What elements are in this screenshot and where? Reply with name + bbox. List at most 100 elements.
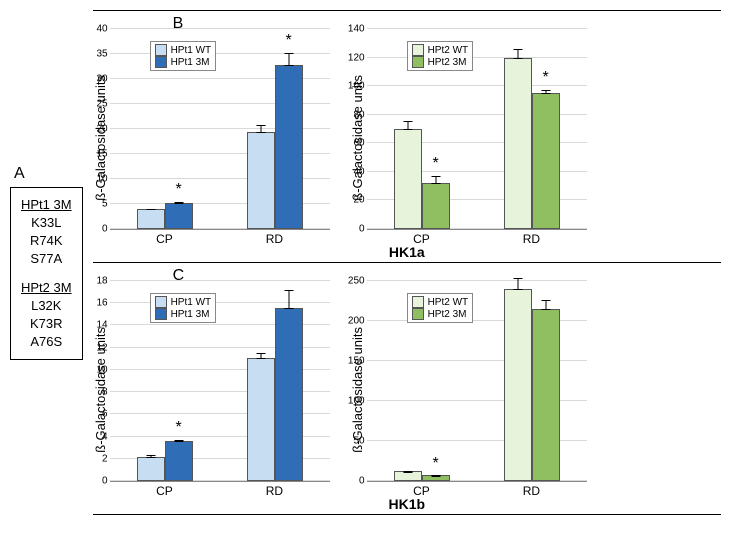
bar-group: * (394, 129, 450, 229)
y-tick: 6 (86, 409, 108, 420)
error-bar (407, 472, 408, 473)
chart-C_right: ß-Galactosidase units050100150200250*HPt… (350, 281, 587, 498)
y-tick: 10 (86, 174, 108, 185)
legend-label: HPt2 3M (428, 57, 467, 68)
error-bar (178, 202, 179, 204)
significance-star: * (432, 156, 438, 172)
mut-l32k: L32K (21, 297, 72, 315)
y-tick: 50 (343, 436, 365, 447)
legend-label: HPt1 3M (171, 309, 210, 320)
bar-group: * (247, 65, 303, 229)
bar (394, 471, 422, 481)
legend-label: HPt1 WT (171, 45, 212, 56)
y-tick: 200 (343, 316, 365, 327)
error-bar (150, 455, 151, 457)
panel-a-box: HPt1 3M K33L R74K S77A HPt2 3M L32K K73R… (10, 187, 83, 361)
panel-b: B ß-Galactosidase units0510152025303540*… (93, 10, 721, 263)
error-bar (517, 49, 518, 59)
y-tick: 18 (86, 276, 108, 287)
significance-star: * (285, 33, 291, 49)
hk1a-label: HK1a (93, 244, 721, 260)
y-tick: 100 (343, 396, 365, 407)
x-tick: CP (156, 484, 173, 498)
legend-swatch (155, 56, 167, 68)
mut-k33l: K33L (21, 214, 72, 232)
error-bar (407, 121, 408, 130)
bar: * (422, 183, 450, 229)
error-bar (178, 440, 179, 442)
chart-B_left: ß-Galactosidase units0510152025303540**H… (93, 29, 330, 246)
hpt1-3m-title: HPt1 3M (21, 196, 72, 214)
mut-s77a: S77A (21, 250, 72, 268)
legend-label: HPt2 WT (428, 45, 469, 56)
x-tick: RD (523, 484, 540, 498)
mut-a76s: A76S (21, 333, 72, 351)
y-tick: 14 (86, 320, 108, 331)
error-bar (150, 209, 151, 211)
significance-star: * (432, 456, 438, 472)
hk1b-label: HK1b (93, 496, 721, 512)
y-tick: 40 (86, 24, 108, 35)
legend: HPt2 WTHPt2 3M (407, 293, 474, 323)
error-bar (260, 353, 261, 359)
y-tick: 150 (343, 356, 365, 367)
chart-C_left: ß-Galactosidase units024681012141618*HPt… (93, 281, 330, 498)
bar-group (247, 308, 303, 481)
x-tick: CP (156, 232, 173, 246)
y-tick: 80 (343, 109, 365, 120)
bar: * (422, 475, 450, 481)
error-bar (288, 290, 289, 309)
bar (275, 308, 303, 481)
bar (504, 58, 532, 229)
x-tick: CP (413, 232, 430, 246)
error-bar (288, 53, 289, 66)
y-tick: 5 (86, 199, 108, 210)
panel-a-label: A (14, 165, 83, 183)
y-axis-label: ß-Galactosidase units (350, 327, 365, 453)
bar (532, 309, 560, 481)
error-bar (435, 176, 436, 185)
legend-item: HPt1 3M (155, 308, 212, 320)
x-tick: CP (413, 484, 430, 498)
y-tick: 35 (86, 49, 108, 60)
y-tick: 12 (86, 342, 108, 353)
y-tick: 0 (86, 476, 108, 487)
legend-item: HPt2 3M (412, 308, 469, 320)
bar-group: * (394, 471, 450, 481)
legend: HPt2 WTHPt2 3M (407, 41, 474, 71)
y-tick: 15 (86, 149, 108, 160)
bar-group: * (504, 58, 560, 229)
mut-r74k: R74K (21, 232, 72, 250)
y-tick: 0 (86, 224, 108, 235)
bar: * (165, 203, 193, 230)
legend-swatch (412, 44, 424, 56)
bar (247, 358, 275, 481)
legend-swatch (412, 56, 424, 68)
y-tick: 25 (86, 99, 108, 110)
y-tick: 250 (343, 276, 365, 287)
significance-star: * (175, 182, 181, 198)
y-tick: 140 (343, 24, 365, 35)
bar (394, 129, 422, 229)
legend-swatch (155, 44, 167, 56)
bar (504, 289, 532, 481)
x-tick: RD (523, 232, 540, 246)
legend-swatch (155, 308, 167, 320)
y-tick: 4 (86, 431, 108, 442)
error-bar (260, 125, 261, 133)
legend-item: HPt1 WT (155, 44, 212, 56)
bar: * (532, 93, 560, 229)
hpt2-3m-title: HPt2 3M (21, 279, 72, 297)
chart-B_right: ß-Galactosidase units020406080100120140*… (350, 29, 587, 246)
significance-star: * (542, 70, 548, 86)
bar-group: * (137, 203, 193, 230)
y-tick: 40 (343, 166, 365, 177)
y-tick: 120 (343, 52, 365, 63)
legend-item: HPt2 3M (412, 56, 469, 68)
bar-group: * (137, 441, 193, 481)
legend-swatch (412, 296, 424, 308)
y-tick: 20 (86, 124, 108, 135)
error-bar (517, 278, 518, 290)
y-tick: 2 (86, 453, 108, 464)
legend: HPt1 WTHPt1 3M (150, 293, 217, 323)
